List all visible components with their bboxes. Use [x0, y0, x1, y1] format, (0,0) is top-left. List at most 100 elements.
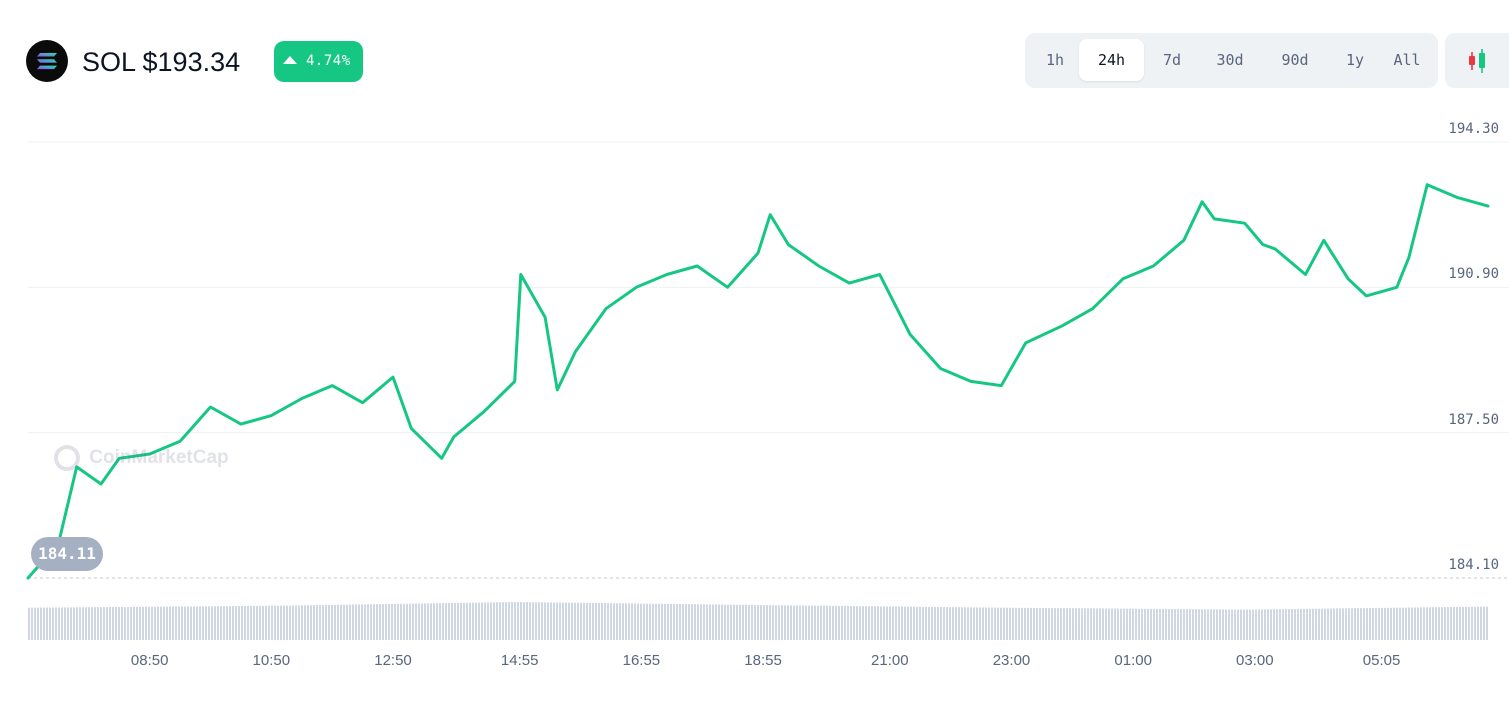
volume-bar — [265, 605, 267, 640]
volume-bar — [397, 603, 399, 640]
volume-bar — [952, 607, 954, 640]
volume-bar — [1063, 608, 1065, 640]
volume-bar — [1345, 608, 1347, 640]
volume-bar — [505, 602, 507, 640]
volume-bar — [514, 602, 516, 640]
volume-bar — [883, 606, 885, 640]
volume-bar — [1402, 607, 1404, 640]
volume-bar — [811, 605, 813, 640]
volume-bar — [217, 606, 219, 640]
volume-bar — [154, 606, 156, 640]
volume-bar — [379, 604, 381, 640]
coinmarketcap-logo-icon — [54, 445, 80, 471]
volume-bar — [1216, 609, 1218, 640]
volume-bar — [976, 607, 978, 640]
volume-bar — [778, 605, 780, 640]
volume-bar — [814, 605, 816, 640]
volume-bar — [334, 604, 336, 640]
volume-bar — [160, 606, 162, 640]
volume-bar — [190, 606, 192, 640]
chart-type-toggle[interactable] — [1445, 33, 1509, 88]
volume-bar — [67, 607, 69, 640]
range-90d-button[interactable]: 90d — [1281, 51, 1309, 69]
volume-bar — [1108, 608, 1110, 640]
volume-bar — [718, 604, 720, 640]
volume-bar — [1279, 609, 1281, 640]
volume-bar — [364, 604, 366, 640]
volume-bar — [1444, 607, 1446, 640]
volume-bar — [316, 605, 318, 640]
volume-bar — [340, 604, 342, 640]
volume-bar — [1333, 608, 1335, 640]
range-all-button[interactable]: All — [1393, 51, 1421, 69]
volume-bar — [1303, 608, 1305, 640]
volume-bar — [847, 606, 849, 640]
volume-bar — [1228, 609, 1230, 640]
volume-bar — [1201, 609, 1203, 640]
volume-bar — [502, 602, 504, 640]
y-tick-label: 190.90 — [1448, 266, 1499, 283]
x-tick-label: 14:55 — [500, 652, 539, 669]
volume-bar — [538, 602, 540, 640]
volume-bar — [361, 604, 363, 640]
volume-bar — [685, 604, 687, 640]
volume-bar — [1132, 608, 1134, 640]
volume-bar — [1129, 608, 1131, 640]
volume-bar — [214, 606, 216, 640]
volume-bar — [598, 603, 600, 640]
volume-bar — [1351, 608, 1353, 640]
volume-bar — [484, 602, 486, 640]
volume-bar — [853, 606, 855, 640]
volume-bar — [1447, 607, 1449, 640]
start-price-label: 184.11 — [31, 537, 103, 571]
volume-bar — [862, 606, 864, 640]
volume-bar — [1204, 609, 1206, 640]
volume-bar — [283, 605, 285, 640]
volume-bar — [790, 605, 792, 640]
volume-bar — [817, 605, 819, 640]
volume-bar — [130, 606, 132, 640]
volume-bar — [730, 604, 732, 640]
volume-bar — [874, 606, 876, 640]
volume-bar — [562, 602, 564, 640]
range-30d-button[interactable]: 30d — [1216, 51, 1244, 69]
volume-bar — [1033, 607, 1035, 640]
volume-bar — [199, 606, 201, 640]
volume-bar — [784, 605, 786, 640]
volume-bar — [1057, 608, 1059, 640]
price-chart-svg — [26, 141, 1509, 640]
range-1h-button[interactable]: 1h — [1045, 51, 1065, 69]
volume-bar — [541, 602, 543, 640]
volume-bar — [844, 605, 846, 640]
range-7d-button[interactable]: 7d — [1162, 51, 1182, 69]
volume-bar — [73, 607, 75, 640]
volume-bar — [1153, 608, 1155, 640]
volume-bar — [34, 607, 36, 640]
volume-bar — [1285, 609, 1287, 640]
volume-bar — [694, 604, 696, 640]
volume-bar — [1474, 606, 1476, 640]
volume-bar — [232, 606, 234, 640]
range-1y-button[interactable]: 1y — [1345, 51, 1365, 69]
volume-bar — [1339, 608, 1341, 640]
volume-bar — [1396, 607, 1398, 640]
volume-bar — [457, 602, 459, 640]
volume-bar — [1114, 608, 1116, 640]
volume-bar — [1165, 608, 1167, 640]
volume-bar — [1486, 606, 1488, 640]
volume-bar — [259, 605, 261, 640]
volume-bar — [1135, 608, 1137, 640]
volume-bar — [682, 604, 684, 640]
volume-bar — [619, 603, 621, 640]
volume-bar — [1360, 608, 1362, 640]
volume-bar — [277, 605, 279, 640]
volume-bar — [526, 602, 528, 640]
volume-bar — [454, 602, 456, 640]
volume-bar — [172, 606, 174, 640]
range-24h-button[interactable]: 24h — [1079, 39, 1144, 81]
volume-bar — [307, 605, 309, 640]
volume-bar — [1318, 608, 1320, 640]
volume-bar — [412, 603, 414, 640]
volume-bar — [262, 605, 264, 640]
volume-bar — [61, 607, 63, 640]
